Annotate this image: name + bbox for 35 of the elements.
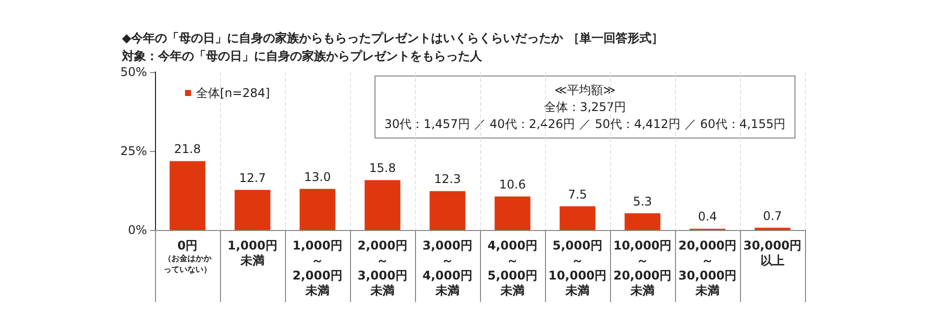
data-label: 15.8 xyxy=(369,161,396,176)
bar xyxy=(300,188,336,230)
bar xyxy=(624,213,660,230)
data-label: 7.5 xyxy=(568,187,588,202)
x-tick-label: 4,000円～5,000円未満 xyxy=(488,238,538,298)
data-label: 0.7 xyxy=(762,208,782,223)
chart-subtitle: 対象：今年の「母の日」に自身の家族からプレゼントをもらった人 xyxy=(121,49,483,63)
data-label: 12.7 xyxy=(239,170,266,185)
x-tick-label: 1,000円～2,000円未満 xyxy=(292,238,342,298)
data-label: 21.8 xyxy=(174,142,201,156)
y-tick-label: 50% xyxy=(120,65,147,79)
bar xyxy=(430,191,466,230)
x-tick-label: 2,000円～3,000円未満 xyxy=(358,238,408,298)
data-label: 12.3 xyxy=(434,172,461,186)
bar xyxy=(364,180,400,230)
y-tick-label: 0% xyxy=(128,223,147,237)
data-label: 10.6 xyxy=(499,178,526,192)
x-tick-label: 10,000円～20,000円未満 xyxy=(613,238,672,298)
bar xyxy=(234,190,270,230)
x-tick-label: 1,000円未満 xyxy=(228,238,278,268)
bar xyxy=(494,196,530,230)
data-label: 5.3 xyxy=(632,194,652,208)
chart-title: ◆今年の「母の日」に自身の家族からもらったプレゼントはいくらくらいだったか ［単一回答形式］ xyxy=(122,31,664,45)
x-tick-label: 30,000円以上 xyxy=(743,238,802,268)
annotation: 全体：3,257円 xyxy=(544,100,626,114)
data-label: 0.4 xyxy=(698,210,718,224)
x-tick-label: 20,000円～30,000円未満 xyxy=(678,238,737,298)
x-tick-label: 5,000円～10,000円未満 xyxy=(548,238,607,298)
x-tick-label: 0円（お金はかかっていない） xyxy=(164,238,212,274)
y-tick-label: 25% xyxy=(120,144,147,158)
bar xyxy=(170,161,206,230)
legend-label: 全体[n=284] xyxy=(196,86,270,100)
x-tick-label: 3,000円～4,000円未満 xyxy=(422,238,472,298)
data-label: 13.0 xyxy=(304,170,331,184)
bar xyxy=(560,206,596,230)
